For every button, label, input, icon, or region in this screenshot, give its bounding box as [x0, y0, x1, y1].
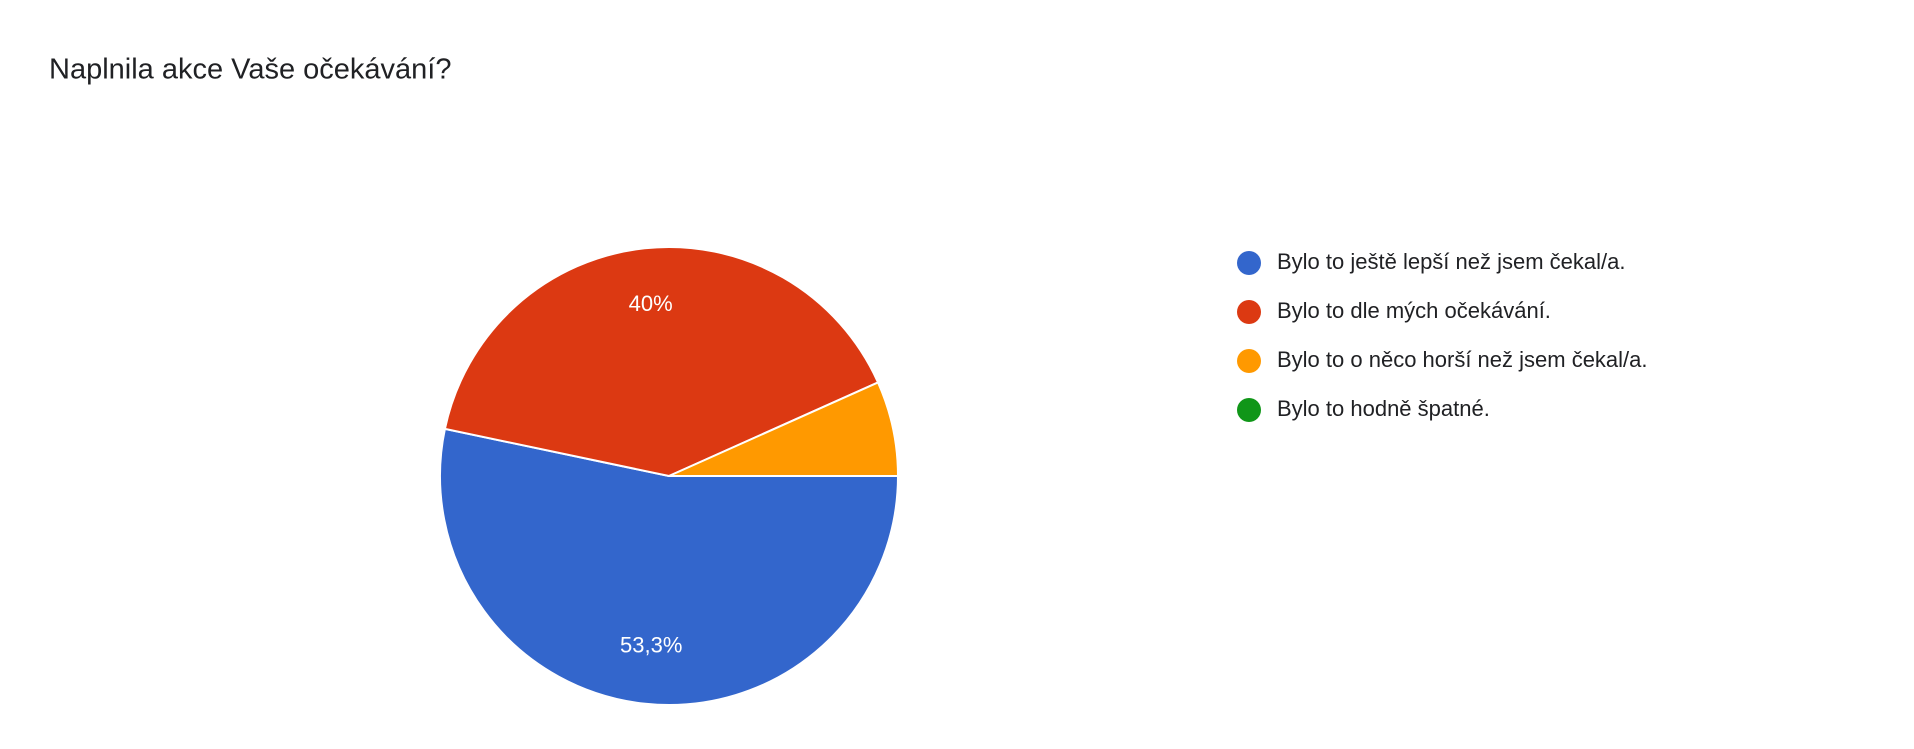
legend-label: Bylo to o něco horší než jsem čekal/a. — [1277, 347, 1648, 372]
slice-label: 53,3% — [620, 633, 682, 658]
pie-slice — [439, 427, 900, 706]
legend-swatch — [1237, 251, 1261, 275]
chart-title: Naplnila akce Vaše očekávání? — [49, 54, 452, 86]
legend-swatch — [1237, 398, 1261, 422]
pie-slice — [443, 246, 880, 478]
legend-swatch — [1237, 300, 1261, 324]
slice-label: 40% — [629, 291, 673, 316]
legend-swatch — [1237, 349, 1261, 373]
pie-slice — [668, 381, 900, 477]
legend-label: Bylo to hodně špatné. — [1277, 396, 1490, 421]
legend-label: Bylo to dle mých očekávání. — [1277, 298, 1551, 323]
legend-label: Bylo to ještě lepší než jsem čekal/a. — [1277, 249, 1626, 274]
